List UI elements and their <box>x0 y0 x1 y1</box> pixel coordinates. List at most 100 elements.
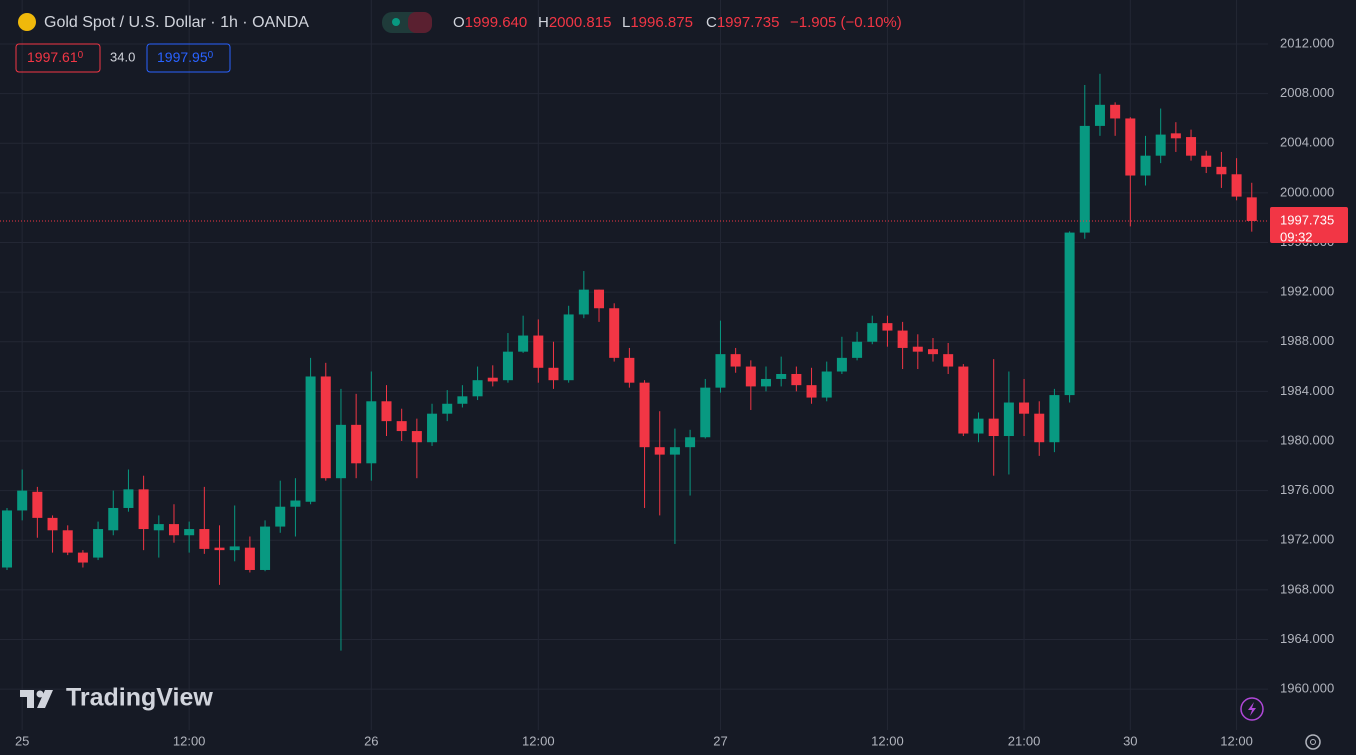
logo-dot <box>36 690 44 698</box>
candle-body <box>168 524 179 536</box>
y-tick-label: 1976.000 <box>1280 482 1334 497</box>
sell-small: 0 <box>78 50 84 61</box>
candle-body <box>761 378 771 387</box>
candle-body <box>290 500 301 507</box>
candle-body <box>1170 133 1181 139</box>
y-tick-label: 1960.000 <box>1280 681 1334 696</box>
last-price-box <box>1270 206 1348 243</box>
candle-body <box>533 335 544 368</box>
logo-icon <box>20 690 53 708</box>
candle-body <box>882 323 893 331</box>
x-tick-label: 12:00 <box>871 733 904 748</box>
sell-main: 1997.61 <box>27 49 78 65</box>
candle-body <box>1140 155 1151 176</box>
ohlc-item: C1997.735 <box>706 14 779 31</box>
candle-body <box>229 546 240 551</box>
candle-body <box>1049 395 1060 443</box>
toggle-dot <box>392 18 400 26</box>
candle-body <box>1079 125 1090 233</box>
y-tick-label: 2008.000 <box>1280 85 1334 100</box>
candle-body <box>1064 232 1075 396</box>
x-tick-label: 21:00 <box>1008 733 1041 748</box>
ohlc-value: 1997.735 <box>717 14 780 31</box>
ohlc-label: L <box>622 14 630 31</box>
y-tick-label: 1972.000 <box>1280 532 1334 547</box>
candle-body <box>852 341 863 358</box>
candle-body <box>730 354 741 367</box>
candle-body <box>442 403 453 414</box>
candle-body <box>502 351 513 381</box>
candle-body <box>17 490 28 511</box>
candle-body <box>1231 174 1242 197</box>
candle-body <box>427 413 438 443</box>
countdown: 09:32 <box>1280 229 1313 244</box>
candle-body <box>153 524 164 531</box>
sell-price[interactable]: 1997.610 <box>27 49 84 65</box>
x-tick-label: 12:00 <box>1220 733 1253 748</box>
candle-body <box>123 489 134 508</box>
sell-box[interactable] <box>15 43 101 73</box>
candle-body <box>77 552 88 563</box>
candle-body <box>199 529 210 549</box>
candle-body <box>1155 134 1166 156</box>
ohlc-value: 1996.875 <box>630 14 693 31</box>
candle-body <box>320 376 331 479</box>
ohlc-value: 1999.640 <box>465 14 528 31</box>
candle-body <box>669 447 680 455</box>
settings-button[interactable] <box>1305 734 1321 750</box>
ohlc-label: O <box>453 14 465 31</box>
candle-body <box>912 346 923 352</box>
settings-icon <box>1310 739 1316 745</box>
lightning-button[interactable] <box>1240 697 1264 721</box>
candle-body <box>609 308 620 358</box>
candle-body <box>594 289 605 309</box>
candle-body <box>973 418 984 434</box>
candle-body <box>700 387 711 438</box>
x-tick-label: 12:00 <box>522 733 555 748</box>
candle-body <box>897 330 908 348</box>
candle-body <box>821 371 832 398</box>
symbol-icon <box>18 13 36 31</box>
candle-body <box>275 506 286 527</box>
candle-body <box>715 354 726 388</box>
candle-body <box>639 382 650 448</box>
ohlc-label: C <box>706 14 717 31</box>
candle-body <box>776 373 787 379</box>
buy-main: 1997.95 <box>157 49 208 65</box>
ohlc-item: H2000.815 <box>538 14 611 31</box>
y-tick-label: 2012.000 <box>1280 35 1334 50</box>
candle-body <box>2 510 12 568</box>
candle-body <box>791 373 802 386</box>
y-tick-label: 1988.000 <box>1280 333 1334 348</box>
buy-price[interactable]: 1997.950 <box>157 49 214 65</box>
candle-body <box>806 385 817 398</box>
change: −1.905 (−0.10%) <box>790 14 902 31</box>
logo: TradingView <box>20 684 213 712</box>
candle-body <box>32 491 43 518</box>
y-tick-label: 2000.000 <box>1280 184 1334 199</box>
candle-body <box>1094 104 1105 126</box>
candle-body <box>548 367 559 381</box>
candle-body <box>1034 413 1045 443</box>
toggle-wave[interactable] <box>408 12 432 33</box>
buy-box[interactable] <box>146 43 231 73</box>
candle-body <box>457 396 468 404</box>
candle-body <box>351 424 362 464</box>
candle-body <box>654 447 665 455</box>
x-tick-label: 25 <box>15 733 29 748</box>
candle-body <box>836 357 847 372</box>
candle-body <box>1201 155 1212 167</box>
candle-body <box>518 335 529 352</box>
candle-body <box>108 507 119 531</box>
x-tick-label: 27 <box>713 733 727 748</box>
candle-body <box>214 547 225 551</box>
candle-body <box>396 421 407 432</box>
ohlc-item: L1996.875 <box>622 14 693 31</box>
candle-body <box>1019 402 1030 414</box>
candle-body <box>867 323 878 342</box>
y-tick-label: 2004.000 <box>1280 135 1334 150</box>
candle-body <box>1246 197 1257 221</box>
candle-body <box>927 349 938 355</box>
candle-body <box>184 529 195 536</box>
